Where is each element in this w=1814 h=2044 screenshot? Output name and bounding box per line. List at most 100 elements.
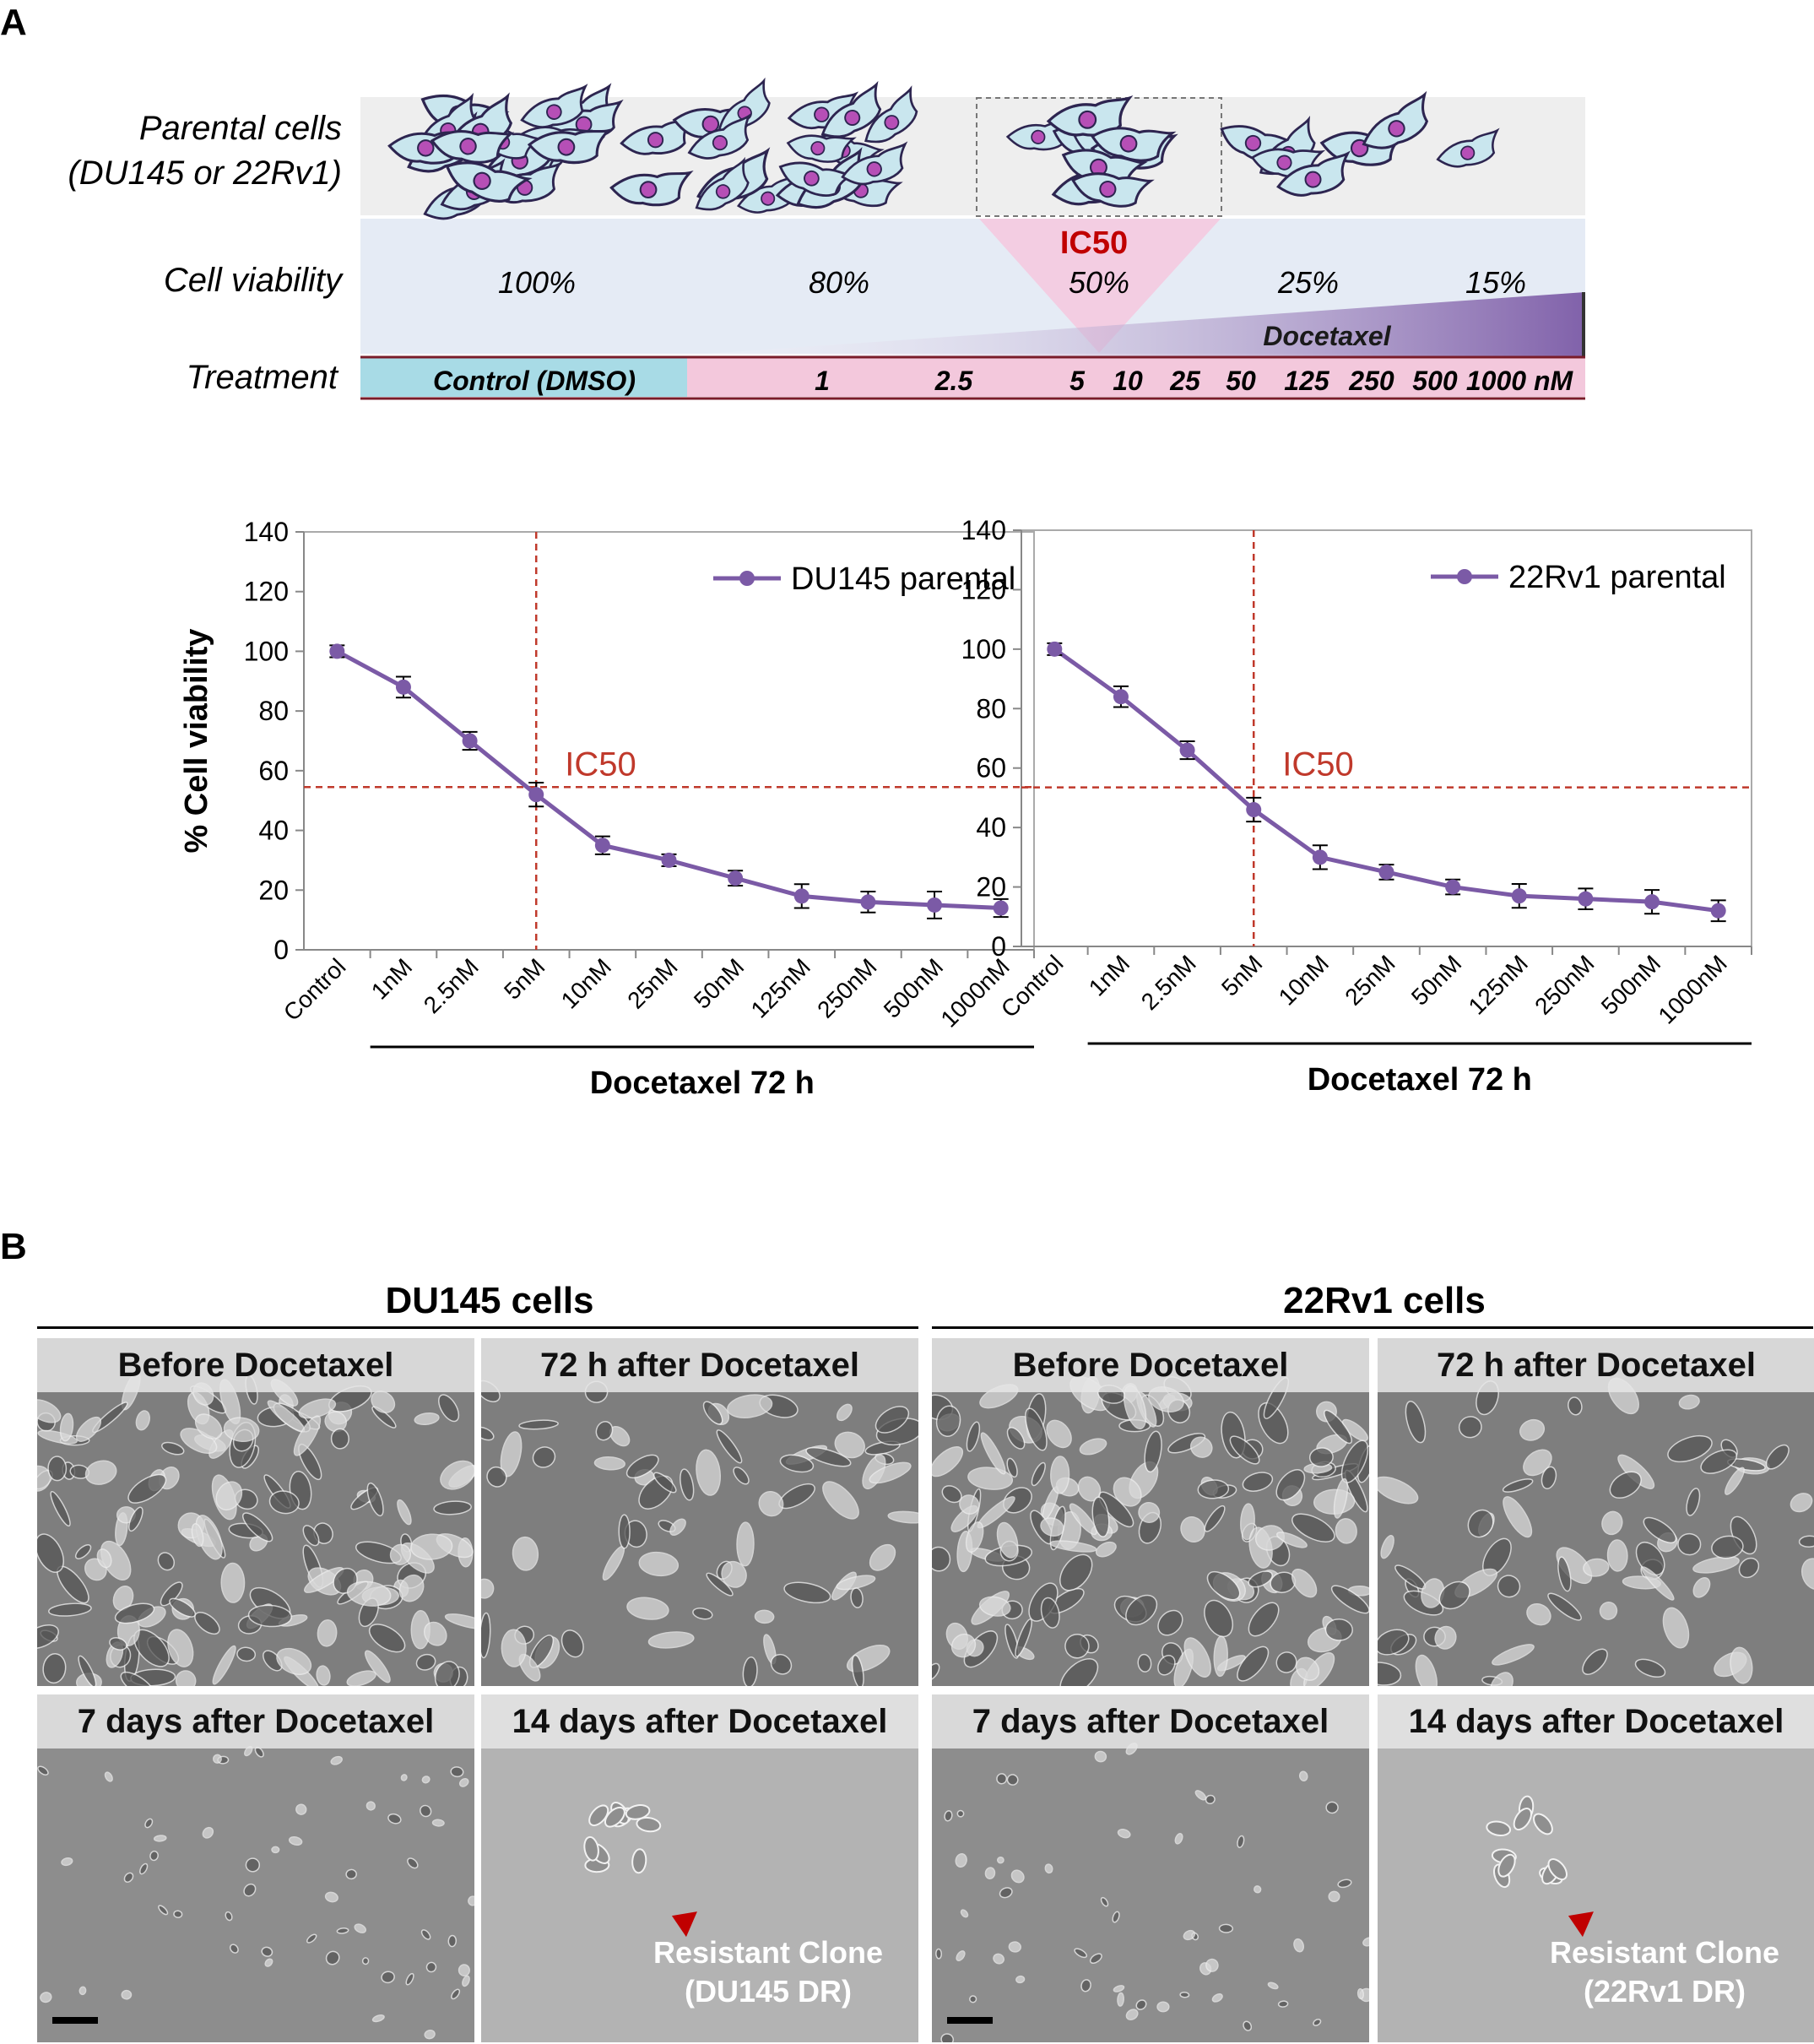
control-bar (360, 358, 687, 397)
x-tick-label: 125nM (1464, 950, 1533, 1019)
dose-label: 25 (1169, 366, 1201, 396)
dose-label: 50 (1226, 366, 1256, 396)
docetaxel-wedge-label: Docetaxel (1263, 321, 1391, 351)
ic50-chart-label: IC50 (565, 745, 636, 783)
micrograph-texture (1378, 1377, 1814, 1686)
parental-cells-sublabel: (DU145 or 22Rv1) (68, 155, 342, 192)
y-tick-label: 60 (976, 753, 1006, 783)
data-point (1445, 879, 1461, 895)
y-tick-label: 120 (961, 574, 1006, 605)
micrograph: Before Docetaxel (932, 1338, 1369, 1686)
data-point (728, 870, 744, 886)
y-tick-label: 0 (991, 931, 1006, 962)
y-tick-label: 80 (976, 693, 1006, 724)
cell-icon (1436, 127, 1500, 168)
data-point (1578, 891, 1594, 907)
docetaxel-gradient-wedge (671, 292, 1585, 356)
x-tick-label: 125nM (746, 953, 815, 1022)
cell-icon (1046, 95, 1134, 137)
22rv1-group-rule (932, 1326, 1813, 1329)
y-tick-label: 100 (244, 636, 289, 666)
panel-a-label: A (0, 2, 27, 43)
treatment-label: Treatment (187, 359, 339, 396)
resistant-clone-annotation: (DU145 DR) (684, 1974, 853, 2009)
micrograph-texture (1486, 1795, 1594, 1938)
viability-15: 15% (1465, 265, 1526, 300)
x-tick-label: 1nM (1084, 950, 1134, 1000)
micrograph-label: 7 days after Docetaxel (37, 1694, 474, 1749)
ic50-highlight-box (976, 97, 1222, 217)
micrograph: 7 days after Docetaxel (932, 1694, 1369, 2042)
data-point (1047, 641, 1063, 657)
dose-label: 10 (1113, 366, 1143, 396)
viability-80: 80% (809, 265, 869, 300)
data-point (793, 888, 810, 904)
y-tick-label: 0 (273, 935, 289, 965)
cell-icon (695, 156, 750, 211)
micrograph: 72 h after Docetaxel (481, 1338, 918, 1686)
dose-label: 1000 nM (1466, 366, 1574, 396)
data-point (661, 852, 677, 868)
y-tick-label: 60 (258, 756, 289, 786)
cell-icon (1276, 150, 1351, 197)
resistant-clone-annotation: (22Rv1 DR) (1583, 1974, 1746, 2009)
scale-bar (52, 2017, 98, 2024)
dose-label: 1 (815, 366, 830, 396)
micrograph-label: Before Docetaxel (37, 1338, 474, 1392)
cell-icon (786, 134, 857, 163)
x-tick-label: 2.5nM (1136, 950, 1201, 1015)
resistant-clone-annotation: Resistant Clone (1549, 1935, 1780, 1970)
dose-label: 125 (1284, 366, 1330, 396)
data-point (1511, 888, 1527, 904)
micrograph-texture (932, 1375, 1369, 1686)
cell-icon (864, 85, 918, 144)
parental-cells-label: Parental cells (139, 110, 342, 147)
cell-icon (687, 113, 751, 160)
cell-icon (1071, 172, 1155, 208)
x-axis-label: Docetaxel 72 h (590, 1065, 815, 1101)
cell-icon (778, 161, 856, 197)
micrograph-label: 14 days after Docetaxel (1378, 1694, 1814, 1749)
arrowhead-icon (671, 1911, 697, 1938)
data-point (329, 643, 345, 659)
data-point (528, 787, 544, 803)
micrograph-label: 72 h after Docetaxel (1378, 1338, 1814, 1392)
ic50-chart-label: IC50 (1282, 746, 1354, 783)
dose-label: 250 (1348, 366, 1394, 396)
micrograph: 7 days after Docetaxel (37, 1694, 474, 2042)
data-point (1378, 864, 1394, 880)
x-tick-label: 250nM (1530, 950, 1599, 1019)
y-axis-label: % Cell viability (179, 628, 214, 853)
x-tick-label: 5nM (1216, 950, 1267, 1000)
data-point (1312, 849, 1328, 865)
x-tick-label: 10nM (556, 953, 616, 1013)
data-point (927, 897, 943, 913)
cell-icon (445, 161, 533, 203)
x-tick-label: 25nM (1340, 950, 1400, 1010)
data-point (1179, 742, 1195, 758)
22rv1-group-title: 22Rv1 cells (1283, 1280, 1486, 1321)
micrograph-texture (935, 1743, 1369, 2042)
cell-icon (430, 130, 515, 164)
x-tick-label: Control (279, 953, 351, 1026)
x-tick-label: 2.5nM (419, 953, 484, 1018)
panel-b-label: B (0, 1226, 27, 1267)
legend-marker (739, 571, 755, 586)
x-tick-label: 50nM (689, 953, 749, 1013)
ic50-funnel (979, 219, 1221, 353)
data-point (462, 733, 478, 749)
viability-100: 100% (498, 265, 576, 300)
micrograph-label: 14 days after Docetaxel (481, 1694, 918, 1749)
micrograph-texture (583, 1801, 697, 1938)
dose-bar (687, 358, 1585, 397)
du145-viability-chart: 0 20 40 60 80 100 120 140 Control 1nM 2.5nM 5nM 10nM… (179, 517, 1035, 1101)
ic50-label: IC50 (1060, 225, 1128, 261)
micrograph: Before Docetaxel (37, 1338, 474, 1686)
micrograph-label: 72 h after Docetaxel (481, 1338, 918, 1392)
cell-viability-label: Cell viability (164, 262, 344, 299)
y-tick-label: 140 (244, 517, 289, 547)
micrograph: 14 days after Docetaxel Resistant Clone (D… (481, 1694, 918, 2042)
cell-icon (820, 80, 882, 138)
y-tick-label: 120 (244, 577, 289, 607)
control-dmso-label: Control (DMSO) (433, 366, 636, 396)
